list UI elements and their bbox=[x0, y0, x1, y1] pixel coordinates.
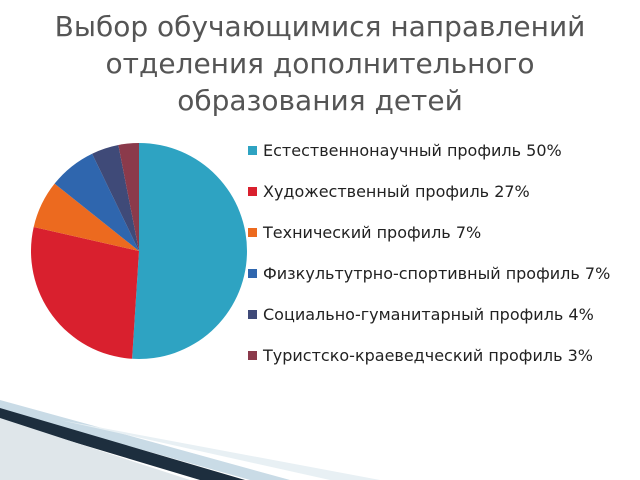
legend-item: Художественный профиль 27% bbox=[248, 181, 630, 202]
legend-item: Естественнонаучный профиль 50% bbox=[248, 140, 630, 161]
pie-slice bbox=[33, 183, 139, 251]
legend-swatch bbox=[248, 146, 257, 155]
title-line: Выбор обучающимися направлений bbox=[54, 10, 586, 43]
pie-slice bbox=[118, 143, 139, 251]
legend: Естественнонаучный профиль 50% Художестве… bbox=[248, 140, 633, 386]
legend-label: Художественный профиль 27% bbox=[263, 182, 530, 201]
legend-label: Социально-гуманитарный профиль 4% bbox=[263, 305, 594, 324]
legend-swatch bbox=[248, 269, 257, 278]
legend-swatch bbox=[248, 310, 257, 319]
legend-label: Туристско-краеведческий профиль 3% bbox=[263, 346, 593, 365]
decoration bbox=[0, 400, 380, 480]
title-line: отделения дополнительного bbox=[105, 47, 535, 80]
legend-item: Социально-гуманитарный профиль 4% bbox=[248, 304, 630, 325]
legend-item: Технический профиль 7% bbox=[248, 222, 630, 243]
pie-slice bbox=[132, 143, 247, 359]
legend-swatch bbox=[248, 351, 257, 360]
legend-swatch bbox=[248, 228, 257, 237]
pie bbox=[30, 143, 247, 359]
pie-slice bbox=[30, 226, 139, 359]
legend-item: Туристско-краеведческий профиль 3% bbox=[248, 345, 630, 366]
pie-slice bbox=[54, 153, 140, 251]
pie-slice bbox=[92, 144, 139, 251]
legend-swatch bbox=[248, 187, 257, 196]
legend-label: Естественнонаучный профиль 50% bbox=[263, 141, 562, 160]
title-line: образования детей bbox=[177, 84, 463, 117]
legend-item: Физкультутрно-спортивный профиль 7% bbox=[248, 263, 630, 284]
legend-label: Технический профиль 7% bbox=[263, 223, 482, 242]
chart-title: Выбор обучающимися направлений отделения … bbox=[0, 8, 640, 119]
legend-label: Физкультутрно-спортивный профиль 7% bbox=[263, 264, 611, 283]
